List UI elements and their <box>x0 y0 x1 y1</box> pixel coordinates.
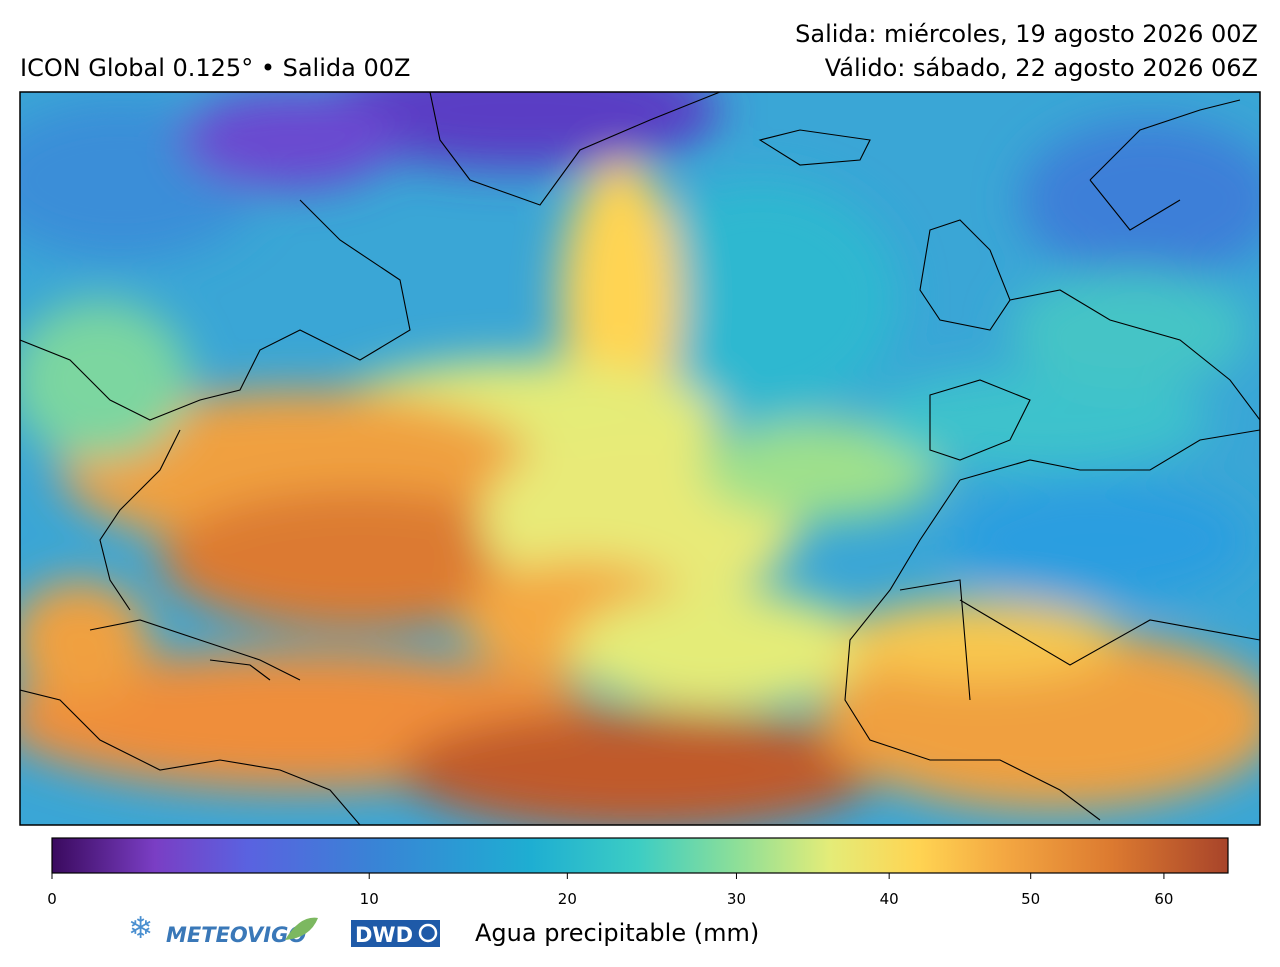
colorbar-tick-label: 20 <box>558 890 577 908</box>
dwd-logo: DWD <box>351 920 440 947</box>
dwd-swirl <box>418 923 438 943</box>
colorbar-tick-label: 60 <box>1154 890 1173 908</box>
valid-time: Válido: sábado, 22 agosto 2026 06Z <box>825 54 1258 82</box>
map-frame <box>19 91 1261 826</box>
snowflake-icon: ❄ <box>128 911 153 946</box>
meteovigo-logo: ❄ METEOVIGO <box>128 911 318 947</box>
map <box>20 92 1260 825</box>
run-time: Salida: miércoles, 19 agosto 2026 00Z <box>795 20 1258 48</box>
title: ICON Global 0.125° • Salida 00Z <box>20 54 410 82</box>
coastlines <box>20 92 1260 825</box>
colorbar-tick-label: 30 <box>727 890 746 908</box>
colorbar-bar <box>51 837 1229 874</box>
colorbar-tick-label: 10 <box>360 890 379 908</box>
colorbar-tick-label: 0 <box>47 890 57 908</box>
colorbar-label: Agua precipitable (mm) <box>475 919 759 947</box>
meteovigo-text: METEOVIGO <box>166 923 306 947</box>
colorbar-tick-label: 50 <box>1021 890 1040 908</box>
dwd-text: DWD <box>355 923 413 947</box>
colorbar: 0 10 20 30 40 50 60 <box>47 837 1229 908</box>
leaf-icon <box>285 917 318 940</box>
colorbar-tick-label: 40 <box>880 890 899 908</box>
